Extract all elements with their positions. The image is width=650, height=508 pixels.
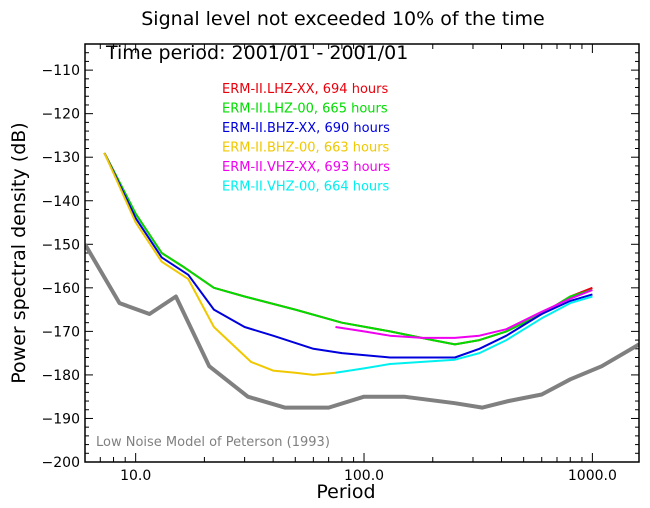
x-tick-label: 10.0 [120,468,151,484]
y-tick-label: −120 [42,107,80,123]
series-line-5 [335,289,593,339]
y-tick-label: −200 [42,455,80,471]
chart-title: Signal level not exceeded 10% of the tim… [141,8,545,30]
y-tick-label: −150 [42,237,80,253]
series-line-4 [103,152,336,376]
y-tick-label: −110 [42,63,80,79]
x-tick-label: 100.0 [344,468,384,484]
series-line-2 [103,152,593,346]
series-line-6 [335,295,593,374]
x-axis-label: Period [316,481,375,503]
legend-entry: ERM-II.BHZ-00, 663 hours [222,141,390,156]
legend-entry: ERM-II.LHZ-XX, 694 hours [222,82,388,97]
y-tick-label: −170 [42,324,80,340]
legend-entry: ERM-II.LHZ-00, 665 hours [222,102,388,117]
y-tick-label: −130 [42,150,80,166]
legend-entry: ERM-II.VHZ-XX, 693 hours [222,160,390,175]
reference-model-label: Low Noise Model of Peterson (1993) [96,435,330,450]
x-tick-label: 1000.0 [568,468,617,484]
y-tick-label: −160 [42,281,80,297]
legend-entry: ERM-II.VHZ-00, 664 hours [222,180,390,195]
y-axis-label: Power spectral density (dB) [8,122,30,383]
y-tick-label: −190 [42,411,80,427]
series-line-3 [103,152,593,359]
legend-entry: ERM-II.BHZ-XX, 690 hours [222,121,390,136]
y-tick-label: −140 [42,194,80,210]
y-tick-label: −180 [42,368,80,384]
plot-frame [84,43,640,463]
series-line-reference-model [85,243,639,410]
chart-subtitle: Time period: 2001/01 - 2001/01 [105,42,408,64]
